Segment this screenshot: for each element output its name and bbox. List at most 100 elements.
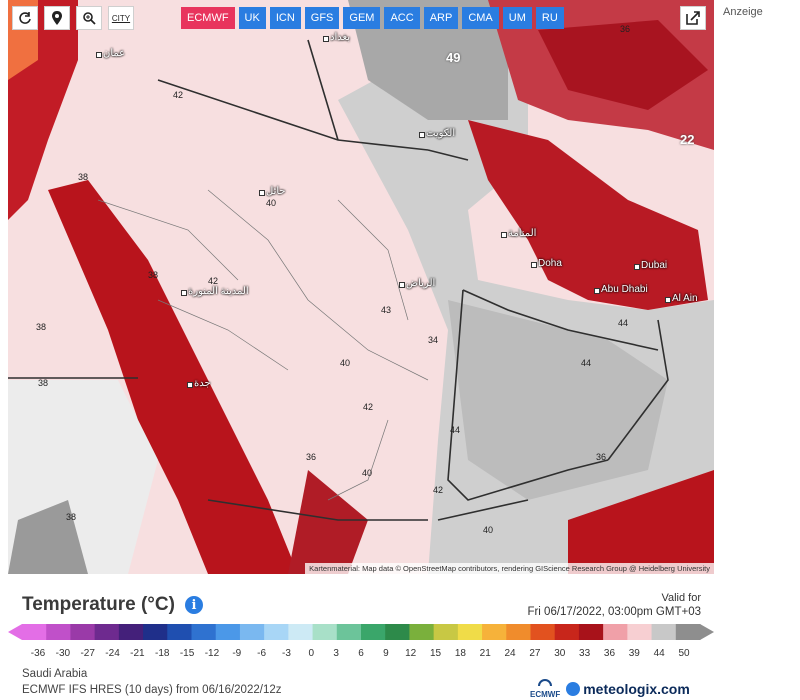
scale-tick-label: -18	[154, 648, 170, 659]
scale-swatch	[288, 624, 314, 640]
map-place-label: بغداد	[322, 32, 351, 43]
legend-title-row: Temperature (°C) i	[22, 594, 203, 616]
scale-arrow-left	[8, 624, 22, 640]
city-toggle-icon: CITY	[111, 13, 131, 23]
temperature-map[interactable]: 49 22 42 38 40 44 36 34 43 42 38 40 44 4…	[8, 0, 714, 574]
model-button-ecmwf[interactable]: ECMWF	[181, 7, 235, 29]
scale-swatch	[409, 624, 435, 640]
map-place-label: المدينة المنورة	[181, 286, 249, 297]
scale-swatch	[70, 624, 96, 640]
temp-value-label: 34	[428, 335, 439, 345]
model-button-gem[interactable]: GEM	[343, 7, 381, 29]
scale-tick-label: -6	[257, 648, 267, 659]
valid-time-block: Valid for Fri 06/17/2022, 03:00pm GMT+03	[527, 591, 701, 619]
map-place-label: عمان	[95, 48, 126, 59]
temp-value-label: 44	[581, 358, 592, 368]
scale-tick-label: 30	[554, 648, 566, 659]
scale-swatch	[482, 624, 507, 640]
temp-value-label: 49	[446, 50, 461, 65]
scale-swatch	[264, 624, 289, 640]
scale-swatch	[385, 624, 410, 640]
scale-swatch	[651, 624, 677, 640]
page-title: Temperature (°C)	[22, 594, 175, 615]
scale-swatch	[167, 624, 192, 640]
scale-swatch	[361, 624, 386, 640]
temp-value-label: 42	[433, 485, 444, 495]
scale-tick-label: 3	[333, 648, 339, 659]
model-button-arp[interactable]: ARP	[423, 7, 459, 29]
map-city-label: Abu Dhabi	[594, 284, 648, 295]
map-city-label: Doha	[531, 258, 562, 269]
valid-time: Fri 06/17/2022, 03:00pm GMT+03	[527, 606, 701, 618]
model-button-um[interactable]: UM	[502, 7, 532, 29]
scale-tick-label: 12	[405, 648, 417, 659]
map-place-label: حائل	[259, 186, 286, 197]
scale-tick-label: -12	[204, 648, 220, 659]
model-button-cma[interactable]: CMA	[462, 7, 499, 29]
temp-value-label: 42	[208, 276, 219, 286]
scale-swatch	[191, 624, 217, 640]
share-button[interactable]	[680, 6, 706, 30]
model-button-icn[interactable]: ICN	[269, 7, 301, 29]
globe-icon	[566, 681, 581, 696]
ecmwf-logo-icon	[538, 679, 553, 687]
logos: ECMWF meteologix.com	[530, 678, 690, 699]
temp-value-label: 43	[381, 305, 392, 315]
valid-label: Valid for	[661, 592, 701, 604]
scale-tick-label: -21	[130, 648, 145, 659]
model-button-gfs[interactable]: GFS	[304, 7, 340, 29]
map-place-label: الرياض	[398, 278, 436, 289]
scale-tick-label: 50	[678, 648, 690, 659]
model-button-uk[interactable]: UK	[238, 7, 266, 29]
scale-swatch	[675, 624, 701, 640]
temp-value-label: 40	[362, 468, 373, 478]
model-button-acc[interactable]: ACC	[384, 7, 420, 29]
temp-value-label: 40	[266, 198, 277, 208]
scale-tick-label: 9	[383, 648, 389, 659]
scale-swatch	[46, 624, 71, 640]
ecmwf-logo-text: ECMWF	[530, 690, 561, 699]
temp-value-label: 36	[596, 452, 607, 462]
scale-tick-label: 27	[529, 648, 541, 659]
scale-swatch	[457, 624, 483, 640]
scale-tick-label: 44	[653, 648, 665, 659]
map-place-label: المنامة	[500, 228, 537, 239]
color-scale-ticks: -36 -30 -27 -24 -21 -18 -15 -12 -9 -6 -3 0 3 6 9 12 15 18…	[8, 648, 714, 662]
temp-value-label: 38	[36, 322, 47, 332]
scale-tick-label: -15	[179, 648, 195, 659]
temp-value-label: 38	[38, 378, 49, 388]
scale-swatch	[22, 624, 47, 640]
temp-value-label: 44	[450, 425, 461, 435]
city-toggle-button[interactable]: CITY	[108, 6, 134, 30]
scale-tick-label: -27	[80, 648, 95, 659]
scale-tick-label: 15	[429, 648, 442, 659]
scale-swatch	[578, 624, 604, 640]
meteologix-logo-text: meteologix.com	[583, 680, 690, 697]
scale-tick-label: -36	[30, 648, 46, 659]
scale-tick-label: 0	[308, 648, 315, 659]
temp-value-label: 40	[340, 358, 351, 368]
temp-value-label: 22	[680, 132, 695, 147]
location-button[interactable]	[44, 6, 70, 30]
scale-swatch	[554, 624, 580, 640]
scale-swatch	[336, 624, 362, 640]
temp-value-label: 38	[148, 270, 159, 280]
info-icon[interactable]: i	[184, 596, 203, 614]
share-icon	[686, 11, 700, 25]
temp-value-label: 44	[618, 318, 629, 328]
model-button-ru[interactable]: RU	[535, 7, 564, 29]
scale-swatch	[143, 624, 168, 640]
scale-swatch	[627, 624, 653, 640]
scale-swatch	[312, 624, 338, 640]
scale-tick-label: -3	[282, 648, 291, 659]
ecmwf-logo[interactable]: ECMWF	[530, 678, 560, 699]
scale-tick-label: 33	[579, 648, 591, 659]
map-place-label: الكويت	[418, 128, 456, 139]
meteologix-logo[interactable]: meteologix.com	[566, 681, 690, 697]
zoom-button[interactable]	[76, 6, 102, 30]
scale-tick-label: 36	[603, 648, 616, 659]
refresh-button[interactable]	[12, 6, 38, 30]
map-attribution[interactable]: Kartenmaterial: Map data © OpenStreetMap…	[305, 563, 714, 574]
temp-value-label: 40	[483, 525, 494, 535]
refresh-icon	[19, 12, 31, 24]
